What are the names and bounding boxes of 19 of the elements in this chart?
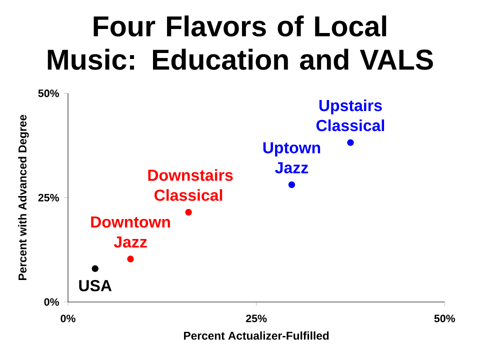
y-tick-label: 0% <box>44 298 60 306</box>
point <box>288 181 296 188</box>
x-tick-label: 0% <box>60 314 76 322</box>
point <box>127 256 134 262</box>
y-axis-title: Percent with Advanced Degree <box>18 114 29 280</box>
point <box>347 139 354 146</box>
point <box>185 208 192 216</box>
x-axis-title: Percent Actualizer-Fulfilled <box>184 331 329 340</box>
series-label: Downtown Jazz <box>91 216 170 248</box>
point <box>92 265 98 272</box>
series-label: USA <box>79 280 112 292</box>
chart-title: Four Flavors of Local Music: Education and VALS <box>48 15 433 70</box>
series-label: Uptown Jazz <box>263 142 320 174</box>
y-tick-label: 50% <box>38 90 60 98</box>
y-tick-label: 25% <box>38 194 60 202</box>
x-tick-label: 25% <box>246 314 267 322</box>
series-label: Downstairs Classical <box>148 169 233 201</box>
series-label: Upstairs Classical <box>316 99 384 132</box>
x-tick-label: 50% <box>434 314 456 322</box>
